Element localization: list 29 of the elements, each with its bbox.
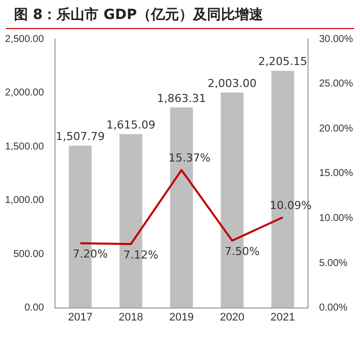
data-label: 15.37% (168, 151, 210, 164)
y2-tick-label: 20.00% (319, 123, 354, 134)
data-label: 7.20% (72, 248, 108, 261)
x-tick-label: 2021 (270, 311, 296, 324)
y2-tick-label: 10.00% (319, 212, 354, 224)
data-label: 2,003.00 (208, 76, 257, 90)
y-tick-label: 1,000.00 (4, 195, 44, 206)
data-label: 1,863.31 (157, 92, 206, 105)
y-tick-label: 500.00 (13, 248, 44, 260)
data-label: 1,507.79 (56, 130, 105, 144)
data-label: 7.12% (123, 248, 158, 262)
y2-tick-label: 0.00% (319, 302, 348, 314)
y2-tick-label: 5.00% (319, 258, 348, 269)
x-tick-label: 2020 (220, 311, 244, 324)
data-label: 1,615.09 (106, 118, 156, 132)
data-label: 7.50% (224, 244, 260, 258)
y-tick-label: 2,500.00 (4, 34, 44, 45)
y-tick-label: 0.00 (24, 302, 44, 314)
x-tick-label: 2019 (169, 311, 194, 324)
y2-tick-label: 30.00% (319, 34, 354, 45)
data-label: 2,205.15 (258, 55, 308, 68)
data-label: 10.09% (270, 198, 312, 212)
y-tick-label: 2,000.00 (4, 88, 44, 99)
chart-title: 图 8：乐山市 GDP（亿元）及同比增速 (6, 0, 354, 29)
y-tick-label: 1,500.00 (4, 141, 44, 152)
y2-tick-label: 25.00% (319, 78, 354, 90)
x-tick-label: 2018 (118, 311, 144, 324)
x-tick-label: 2017 (68, 311, 92, 324)
y2-tick-label: 15.00% (319, 168, 354, 180)
